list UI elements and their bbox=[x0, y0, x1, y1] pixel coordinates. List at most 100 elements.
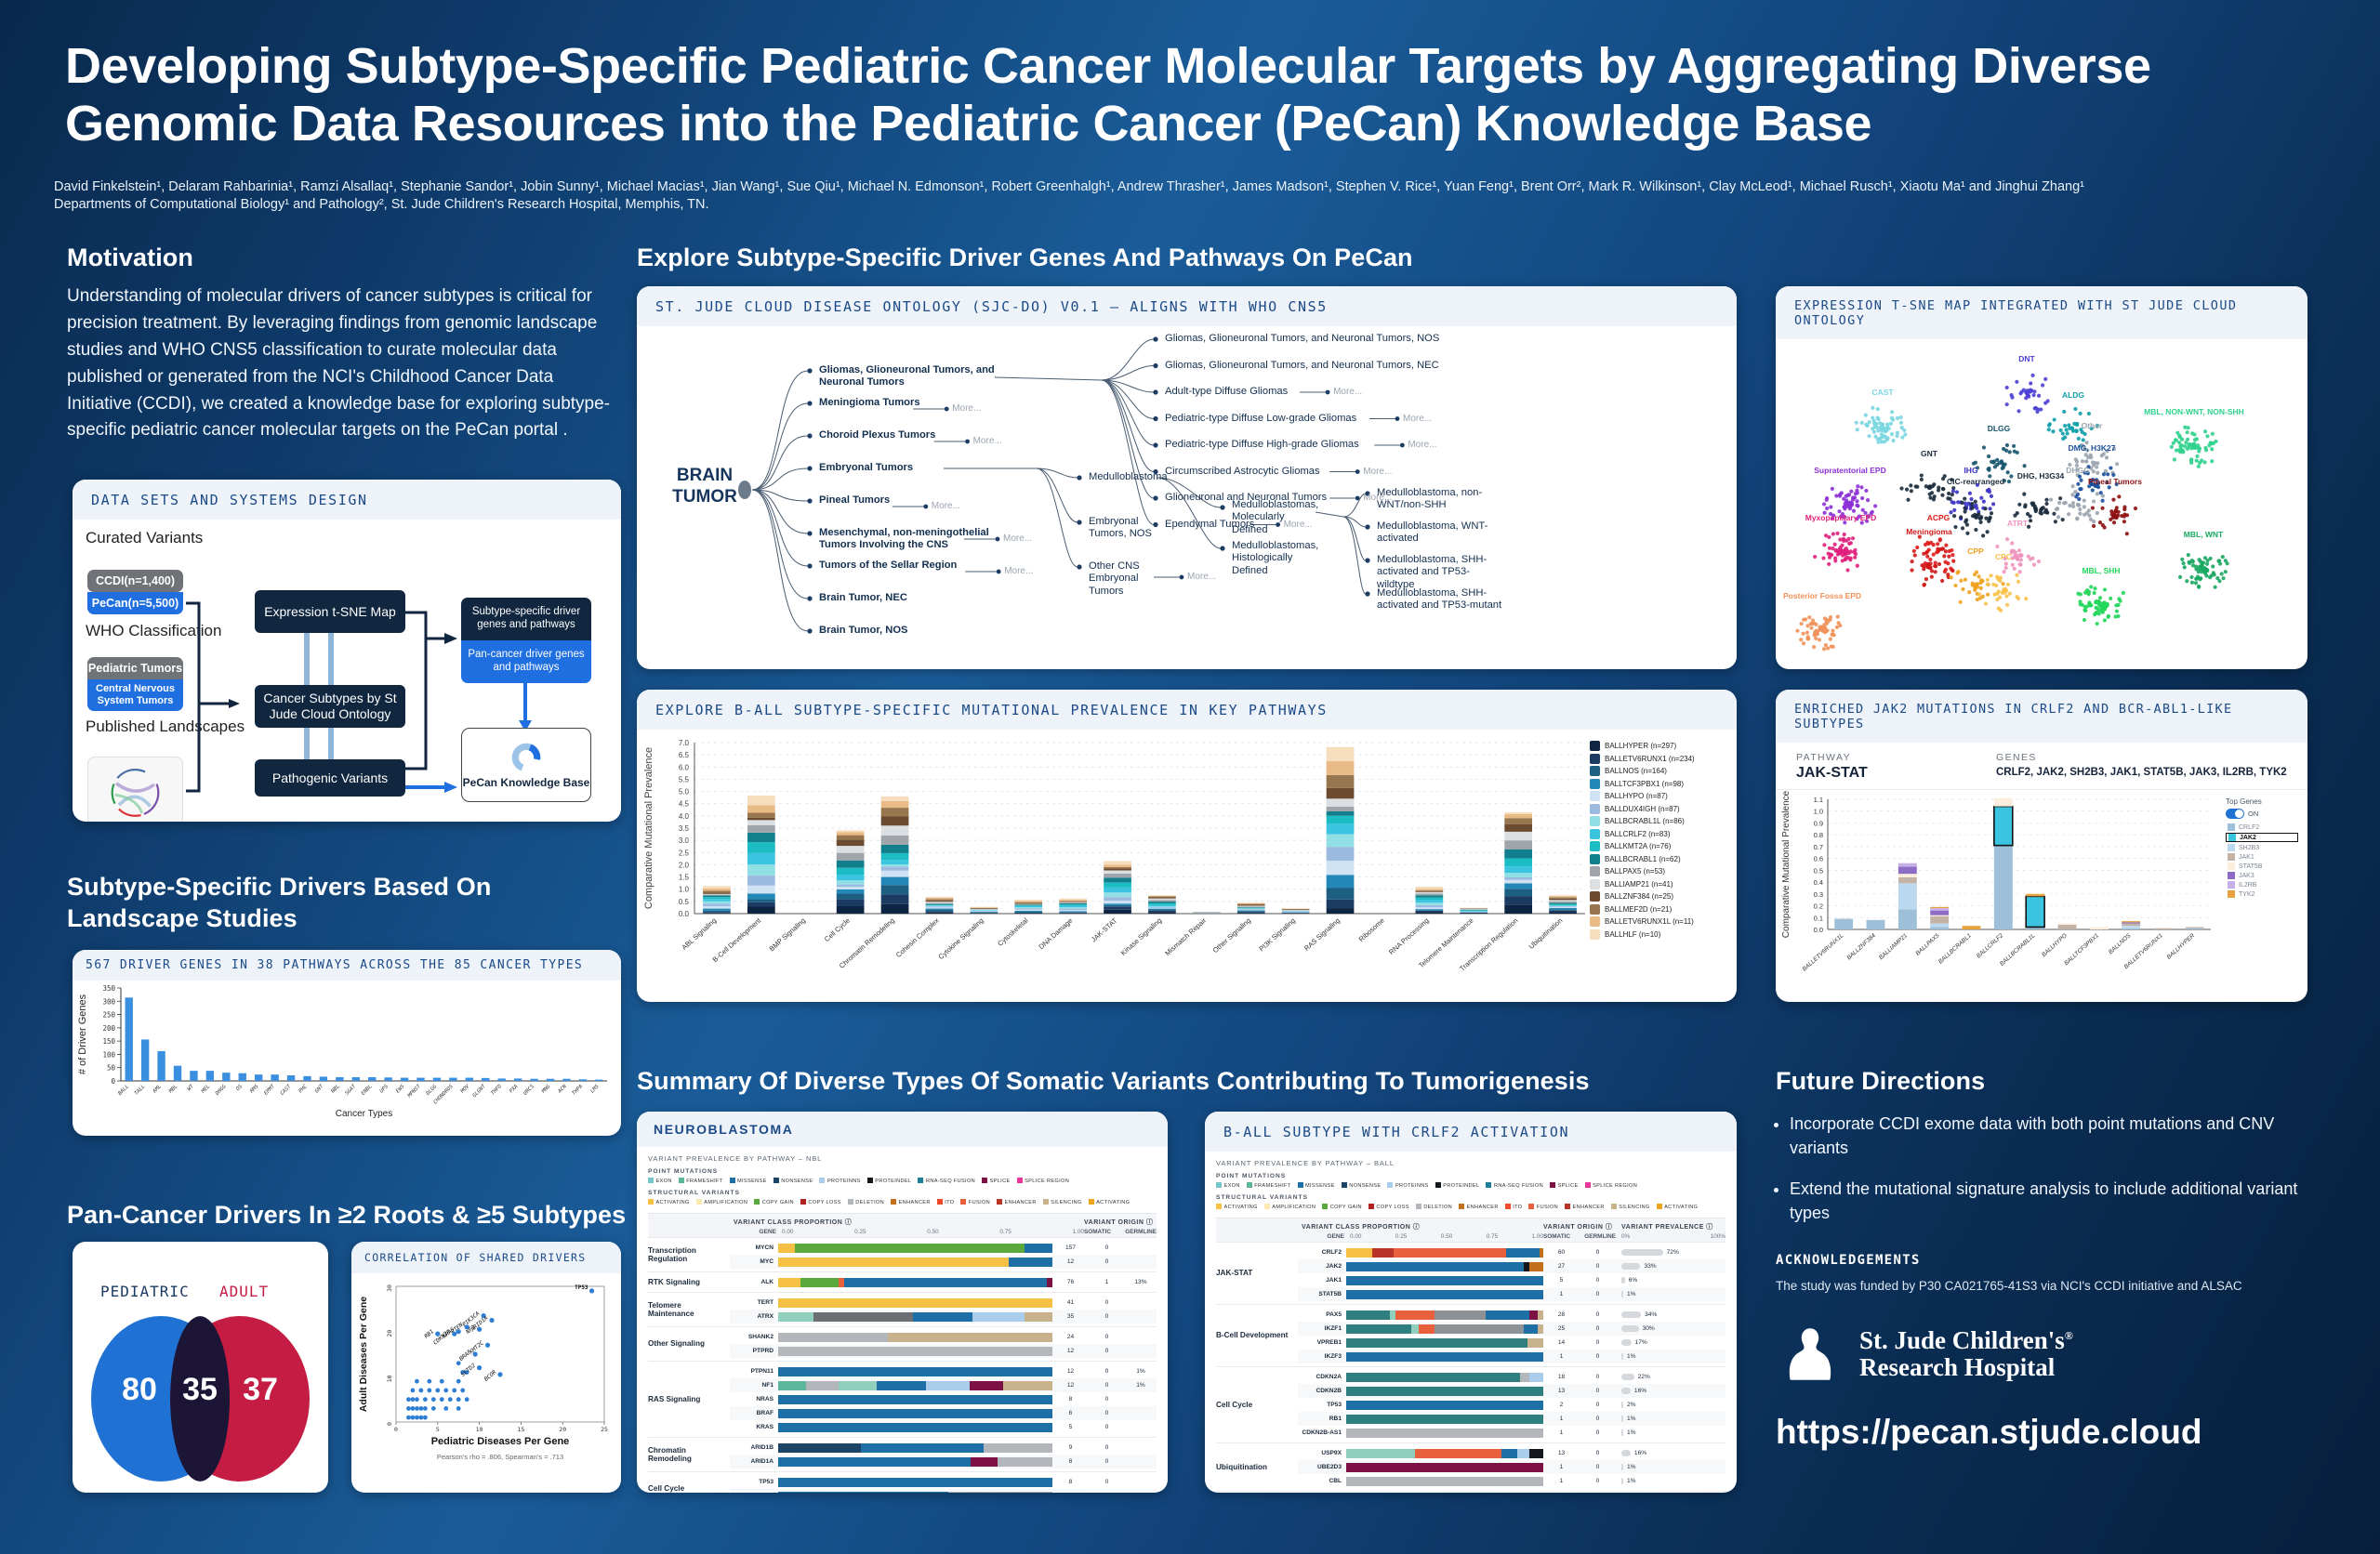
table-row[interactable]: KRAS 5 0 bbox=[730, 1420, 1157, 1434]
prevalence-cell: 1% bbox=[1616, 1429, 1726, 1436]
ontology-node-mbl-subtype[interactable]: Medulloblastoma, non-WNT/non-SHH bbox=[1377, 487, 1483, 511]
ontology-node-glioma-child[interactable]: Pediatric-type Diffuse Low-grade Gliomas bbox=[1165, 412, 1357, 424]
table-row[interactable]: ATRX 35 0 bbox=[730, 1310, 1157, 1324]
table-row[interactable]: PHOX2B60 bbox=[730, 1489, 1157, 1493]
ontology-more-link[interactable]: More... bbox=[1403, 413, 1433, 424]
table-row[interactable]: PTPN11 12 0 1% bbox=[730, 1364, 1157, 1378]
table-row[interactable]: CDKN2A 18 0 22% bbox=[1298, 1370, 1726, 1384]
jak2-legend-item[interactable]: IL2RB bbox=[2226, 881, 2298, 889]
jak2-legend-item[interactable]: SH2B3 bbox=[2226, 844, 2298, 851]
ontology-node-level1[interactable]: Gliomas, Glioneuronal Tumors, and Neuron… bbox=[819, 364, 995, 388]
legend-item[interactable]: BALLKMT2A (n=76) bbox=[1590, 841, 1729, 851]
legend-item[interactable]: BALLCRLF2 (n=83) bbox=[1590, 828, 1729, 839]
table-row[interactable]: MYC 12 0 bbox=[730, 1255, 1157, 1269]
ontology-node-glioma-child[interactable]: Pediatric-type Diffuse High-grade Glioma… bbox=[1165, 439, 1359, 450]
legend-item[interactable]: BALLPAX5 (n=53) bbox=[1590, 866, 1729, 876]
legend-item[interactable]: BALLBCRABL1 (n=62) bbox=[1590, 853, 1729, 864]
ontology-more-link[interactable]: More... bbox=[1003, 533, 1033, 544]
jak2-toggle[interactable]: ON bbox=[2226, 809, 2298, 819]
ontology-node-glioma-child[interactable]: Circumscribed Astrocytic Gliomas bbox=[1165, 465, 1320, 477]
legend-item[interactable]: BALLIAMP21 (n=41) bbox=[1590, 878, 1729, 889]
ontology-node-embryonal-child[interactable]: Other CNS Embryonal Tumors bbox=[1089, 560, 1140, 597]
table-row[interactable]: VPREB1 14 0 17% bbox=[1298, 1336, 1726, 1350]
jak2-legend-item[interactable]: STAT5B bbox=[2226, 863, 2298, 870]
table-row[interactable]: NRAS 8 0 bbox=[730, 1392, 1157, 1406]
table-row[interactable]: UBE2D3 1 0 1% bbox=[1298, 1460, 1726, 1474]
table-row[interactable]: JAK1 5 0 6% bbox=[1298, 1273, 1726, 1287]
ontology-node-glioma-child[interactable]: Ependymal Tumors bbox=[1165, 518, 1255, 530]
legend-item[interactable]: BALLHYPO (n=87) bbox=[1590, 791, 1729, 801]
pecan-url[interactable]: https://pecan.stjude.cloud bbox=[1776, 1413, 2202, 1451]
table-row[interactable]: IKZF3 1 0 1% bbox=[1298, 1350, 1726, 1363]
ontology-more-link[interactable]: More... bbox=[1004, 566, 1034, 576]
table-row[interactable]: JAK2 27 0 33% bbox=[1298, 1259, 1726, 1273]
variant-legend-item: SILENCING bbox=[1610, 1204, 1650, 1210]
ontology-node-glioma-child[interactable]: Gliomas, Glioneuronal Tumors, and Neuron… bbox=[1165, 333, 1440, 344]
ontology-node-mbl-subtype[interactable]: Medulloblastoma, SHH-activated and TP53-… bbox=[1377, 554, 1488, 590]
table-row[interactable]: ARID1B 9 0 bbox=[730, 1441, 1157, 1455]
table-row[interactable]: IKZF1 25 0 30% bbox=[1298, 1322, 1726, 1336]
table-row[interactable]: NF1 12 0 1% bbox=[730, 1378, 1157, 1392]
ontology-more-link[interactable]: More... bbox=[972, 436, 1002, 446]
table-row[interactable]: CBL 1 0 1% bbox=[1298, 1474, 1726, 1488]
ontology-node-level1[interactable]: Pineal Tumors bbox=[819, 494, 891, 506]
table-row[interactable]: CDKN2B 13 0 16% bbox=[1298, 1384, 1726, 1398]
table-row[interactable]: ARID1A 8 0 bbox=[730, 1455, 1157, 1468]
ontology-node-embryonal-child[interactable]: Embryonal Tumors, NOS bbox=[1089, 516, 1152, 540]
ontology-node-glioma-child[interactable]: Gliomas, Glioneuronal Tumors, and Neuron… bbox=[1165, 359, 1439, 371]
ontology-node-mbl[interactable]: Medulloblastomas, Histologically Defined bbox=[1232, 540, 1319, 576]
legend-item[interactable]: BALLETV6RUNX1 (n=234) bbox=[1590, 753, 1729, 764]
ontology-node-level1[interactable]: Meningioma Tumors bbox=[819, 397, 920, 408]
ontology-node-embryonal-child[interactable]: Medulloblastoma bbox=[1089, 471, 1168, 482]
ontology-node-level1[interactable]: Brain Tumor, NOS bbox=[819, 625, 908, 636]
table-row[interactable]: STAT5B 1 0 1% bbox=[1298, 1287, 1726, 1301]
ontology-more-link[interactable]: More... bbox=[1363, 466, 1393, 477]
ontology-node-level1[interactable]: Brain Tumor, NEC bbox=[819, 592, 907, 603]
ontology-more-link[interactable]: More... bbox=[1187, 572, 1217, 582]
table-row[interactable]: CDKN2B-AS1 1 0 1% bbox=[1298, 1426, 1726, 1440]
ontology-node-mbl-subtype[interactable]: Medulloblastoma, WNT-activated bbox=[1377, 520, 1488, 545]
jak2-legend-item[interactable]: CRLF2 bbox=[2226, 823, 2298, 831]
svg-text:0: 0 bbox=[386, 1422, 393, 1426]
ontology-node-level1[interactable]: Mesenchymal, non-meningothelial Tumors I… bbox=[819, 527, 989, 551]
ontology-node-glioma-child[interactable]: Glioneuronal and Neuronal Tumors bbox=[1165, 492, 1328, 503]
legend-item[interactable]: BALLNOS (n=164) bbox=[1590, 766, 1729, 776]
table-row[interactable]: MYCN 157 0 bbox=[730, 1241, 1157, 1255]
legend-item[interactable]: BALLTCF3PBX1 (n=98) bbox=[1590, 778, 1729, 789]
legend-item[interactable]: BALLMEF2D (n=21) bbox=[1590, 903, 1729, 915]
ontology-node-level1[interactable]: Choroid Plexus Tumors bbox=[819, 429, 936, 441]
legend-item[interactable]: BALLDUX4IGH (n=87) bbox=[1590, 803, 1729, 814]
toggle-switch-icon[interactable] bbox=[2226, 809, 2244, 819]
table-row[interactable]: RB1 1 0 1% bbox=[1298, 1412, 1726, 1426]
table-row[interactable]: PTPRD 12 0 bbox=[730, 1344, 1157, 1358]
jak2-legend-item[interactable]: TYK2 bbox=[2226, 890, 2298, 898]
legend-item[interactable]: BALLETV6RUNX1L (n=11) bbox=[1590, 916, 1729, 927]
table-row[interactable]: ALK 76 1 13% bbox=[730, 1275, 1157, 1289]
table-row[interactable]: TERT 41 0 bbox=[730, 1296, 1157, 1310]
table-row[interactable]: BRAF 6 0 bbox=[730, 1406, 1157, 1420]
ontology-node-mbl[interactable]: Medulloblastomas, Molecularly Defined bbox=[1232, 499, 1319, 535]
legend-item[interactable]: BALLHYPER (n=297) bbox=[1590, 741, 1729, 751]
jak2-legend-item[interactable]: JAK1 bbox=[2226, 853, 2298, 861]
legend-item[interactable]: BALLZNF384 (n=25) bbox=[1590, 891, 1729, 902]
ontology-node-glioma-child[interactable]: Adult-type Diffuse Gliomas bbox=[1165, 386, 1289, 397]
ontology-more-link[interactable]: More... bbox=[1408, 440, 1437, 450]
legend-item[interactable]: BALLHLF (n=10) bbox=[1590, 928, 1729, 940]
ontology-more-link[interactable]: More... bbox=[952, 403, 982, 414]
jak2-legend-item[interactable]: JAK3 bbox=[2226, 872, 2298, 879]
ontology-more-link[interactable]: More... bbox=[931, 501, 960, 511]
table-row[interactable]: TP53 8 0 bbox=[730, 1475, 1157, 1489]
table-row[interactable]: CRLF2 60 0 72% bbox=[1298, 1245, 1726, 1259]
ontology-more-link[interactable]: More... bbox=[1363, 493, 1393, 503]
table-row[interactable]: SHANK2 24 0 bbox=[730, 1330, 1157, 1344]
jak2-legend-item[interactable]: JAK2 bbox=[2226, 833, 2298, 842]
ontology-node-level1[interactable]: Tumors of the Sellar Region bbox=[819, 560, 958, 571]
ontology-node-mbl-subtype[interactable]: Medulloblastoma, SHH-activated and TP53-… bbox=[1377, 587, 1502, 612]
table-row[interactable]: USP9X 13 0 16% bbox=[1298, 1446, 1726, 1460]
table-row[interactable]: PAX5 28 0 34% bbox=[1298, 1308, 1726, 1322]
table-row[interactable]: TP53 2 0 2% bbox=[1298, 1398, 1726, 1412]
legend-item[interactable]: BALLBCRABL1L (n=86) bbox=[1590, 816, 1729, 826]
ontology-more-link[interactable]: More... bbox=[1333, 387, 1363, 397]
ontology-more-link[interactable]: More... bbox=[1283, 519, 1313, 530]
ontology-node-level1[interactable]: Embryonal Tumors bbox=[819, 462, 914, 473]
